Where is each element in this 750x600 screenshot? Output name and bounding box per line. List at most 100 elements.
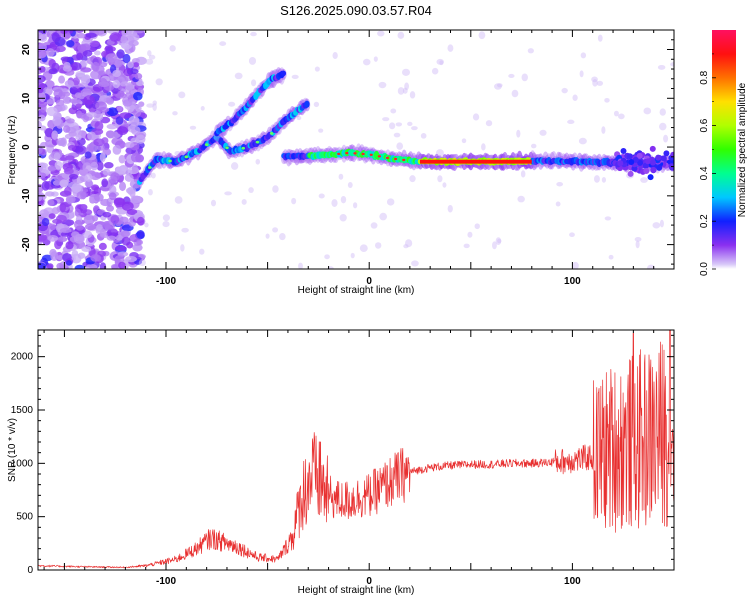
colorbar-tick-label: 0.8 bbox=[699, 70, 710, 84]
spectrogram-noise-cell bbox=[47, 165, 56, 172]
spectrogram-faint-cell bbox=[431, 67, 439, 75]
spectrogram-noise-cell bbox=[124, 142, 135, 149]
spectrogram-noise-cell bbox=[121, 30, 132, 38]
spectrogram-noise-cell bbox=[109, 185, 117, 195]
spectrogram-noise-cell bbox=[116, 126, 129, 135]
spectrogram-faint-cell bbox=[230, 162, 239, 170]
spectrogram-noise-cell bbox=[125, 255, 137, 263]
spectrogram-faint-cell bbox=[579, 70, 584, 78]
spectrogram-faint-cell bbox=[378, 81, 387, 89]
spectrogram-noise-cell bbox=[114, 245, 127, 251]
spectrogram-noise-cell bbox=[70, 87, 79, 95]
spectrogram-noise-cell bbox=[109, 32, 122, 43]
spectrogram-faint-cell bbox=[527, 48, 534, 54]
spectrogram-noise-cell bbox=[84, 173, 93, 182]
spectrogram-hot-cell bbox=[345, 151, 349, 155]
spectrogram-noise-cell bbox=[115, 166, 126, 175]
spectrogram-faint-cell bbox=[296, 115, 302, 121]
spectrogram-hot-cell bbox=[402, 158, 406, 162]
spectrogram-noise-cell bbox=[95, 101, 107, 111]
spectrogram-noise-cell bbox=[54, 239, 62, 250]
spectrogram-noise-cell bbox=[58, 75, 66, 84]
spectrogram-noise-cell bbox=[44, 127, 54, 138]
spectrogram-noise-cell bbox=[41, 217, 50, 227]
spectrogram-noise-cell bbox=[106, 235, 117, 241]
spectrogram-noise-cell bbox=[64, 80, 75, 88]
spectrogram-faint-cell bbox=[643, 107, 652, 115]
spectrogram-track-cell bbox=[637, 159, 644, 166]
spectrogram-noise-cell bbox=[57, 236, 68, 243]
snr-x-label: Height of straight line (km) bbox=[298, 585, 415, 596]
spectrogram-noise-cell bbox=[71, 231, 80, 238]
spectrogram-hot-cell bbox=[225, 146, 229, 150]
spectrogram-faint-cell bbox=[474, 223, 480, 230]
spectrogram-faint-cell bbox=[521, 73, 528, 82]
spectrogram-faint-cell bbox=[155, 78, 163, 86]
spectrogram-track-cell bbox=[280, 70, 287, 77]
spectrogram-noise-cell bbox=[113, 197, 125, 206]
spectrogram-noise-cell bbox=[46, 106, 58, 117]
spectrogram-x-tick-label: -100 bbox=[156, 276, 176, 287]
spectrogram-faint-cell bbox=[411, 260, 419, 267]
spectrogram-y-tick-label: 20 bbox=[21, 44, 32, 56]
spectrogram-noise-cell bbox=[47, 199, 55, 206]
spectrogram-noise-cell bbox=[96, 161, 104, 171]
spectrogram-faint-cell bbox=[148, 54, 156, 60]
spectrogram-noise-cell bbox=[67, 144, 77, 151]
spectrogram-noise-cell bbox=[56, 262, 64, 269]
spectrogram-noise-cell bbox=[133, 91, 143, 101]
spectrogram-noise-cell bbox=[98, 242, 107, 251]
spectrogram-faint-cell bbox=[265, 233, 270, 239]
spectrogram-noise-cell bbox=[90, 254, 102, 262]
spectrogram-hot-cell bbox=[204, 143, 209, 147]
spectrogram-track-cell bbox=[632, 156, 639, 163]
spectrogram-hot-cell bbox=[337, 152, 341, 156]
spectrogram-noise-cell bbox=[71, 249, 79, 257]
spectrogram-noise-cell bbox=[46, 99, 54, 105]
spectrogram-faint-cell bbox=[363, 58, 371, 66]
spectrogram-faint-cell bbox=[511, 89, 519, 98]
spectrogram-faint-cell bbox=[144, 222, 149, 228]
spectrogram-noise-cell bbox=[130, 68, 139, 75]
spectrogram-faint-cell bbox=[461, 138, 467, 144]
spectrogram-faint-cell bbox=[248, 187, 254, 193]
spectrogram-noise-cell bbox=[59, 227, 72, 234]
spectrogram-noise-cell bbox=[38, 234, 48, 241]
spectrogram-faint-cell bbox=[663, 134, 669, 143]
spectrogram-faint-cell bbox=[572, 94, 578, 101]
spectrogram-track-cell bbox=[649, 159, 656, 166]
spectrogram-noise-cell bbox=[64, 186, 72, 196]
spectrogram-noise-cell bbox=[38, 193, 43, 202]
spectrogram-noise-cell bbox=[106, 107, 119, 117]
spectrogram-faint-cell bbox=[298, 262, 303, 269]
spectrogram-noise-cell bbox=[70, 62, 82, 71]
spectrogram-faint-cell bbox=[318, 193, 325, 199]
spectrogram-faint-cell bbox=[390, 108, 397, 114]
spectrogram-faint-cell bbox=[604, 97, 610, 103]
spectrogram-noise-cell bbox=[77, 252, 86, 259]
spectrogram-noise-cell bbox=[39, 65, 46, 73]
spectrogram-noise-cell bbox=[131, 125, 141, 136]
spectrogram-faint-cell bbox=[347, 181, 353, 188]
spectrogram-noise-cell bbox=[99, 152, 106, 163]
spectrogram-noise-cell bbox=[63, 125, 71, 133]
spectrogram-hot-cell bbox=[377, 155, 381, 158]
spectrogram-noise-cell bbox=[45, 191, 55, 197]
spectrogram-track-cell bbox=[655, 154, 662, 161]
spectrogram-faint-cell bbox=[338, 173, 344, 180]
spectrogram-noise-cell bbox=[101, 178, 109, 188]
spectrogram-faint-cell bbox=[180, 244, 185, 252]
spectrogram-faint-cell bbox=[150, 172, 156, 179]
spectrogram-noise-cell bbox=[78, 82, 89, 88]
spectrogram-noise-cell bbox=[119, 181, 127, 192]
spectrogram-faint-cell bbox=[181, 227, 189, 233]
spectrogram-faint-cell bbox=[447, 204, 453, 213]
spectrogram-faint-cell bbox=[152, 103, 157, 111]
spectrogram-track-cell bbox=[620, 148, 627, 155]
spectrogram-noise-cell bbox=[126, 208, 138, 215]
spectrogram-noise-cell bbox=[38, 172, 47, 179]
spectrogram-track-cell bbox=[656, 164, 663, 171]
spectrogram-x-tick-label: 0 bbox=[366, 276, 372, 287]
spectrogram-faint-cell bbox=[386, 198, 395, 206]
chart-title: S126.2025.090.03.57.R04 bbox=[280, 3, 432, 18]
